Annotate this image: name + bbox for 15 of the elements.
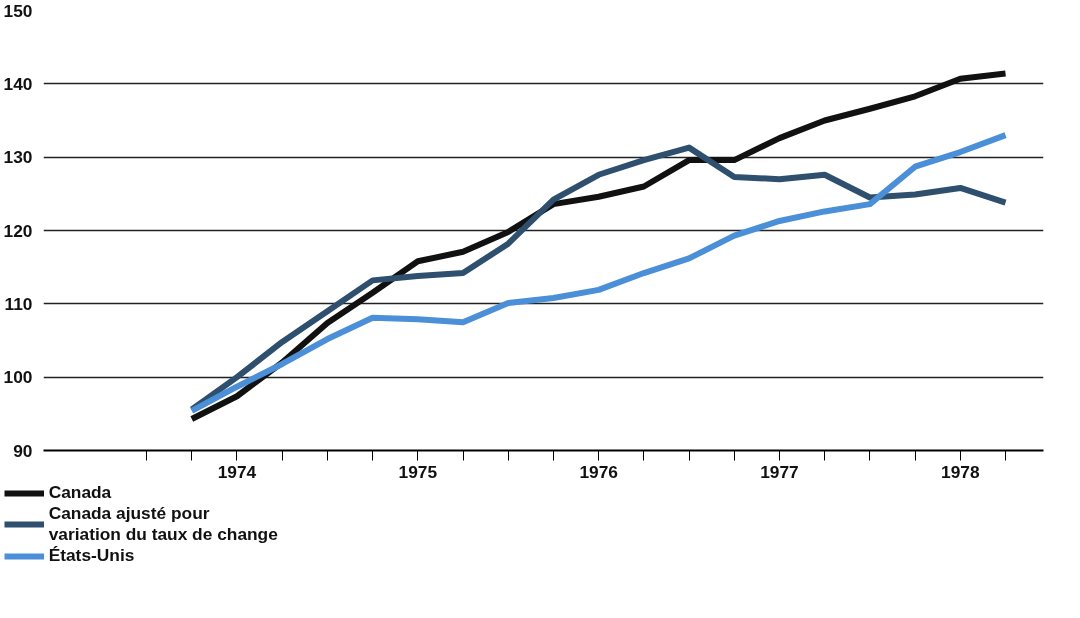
x-tick-label: 1977 (760, 461, 799, 482)
y-tick-label: 90 (13, 440, 33, 461)
x-tick-label: 1974 (217, 461, 257, 482)
y-tick-label: 140 (3, 73, 33, 94)
y-tick-label: 110 (4, 293, 33, 314)
x-tick-label: 1976 (579, 461, 619, 482)
y-tick-label: 120 (3, 220, 33, 241)
legend-label: Canada ajusté pour variation du taux de change (48, 503, 278, 545)
y-tick-label: 150 (3, 0, 33, 21)
y-tick-label: 100 (3, 367, 33, 388)
y-tick-label: 130 (3, 147, 33, 168)
legend-label: Canada (48, 482, 112, 503)
x-tick-label: 1975 (398, 461, 438, 482)
legend-label: États-Unis (48, 545, 135, 566)
x-tick-label: 1978 (941, 461, 980, 482)
